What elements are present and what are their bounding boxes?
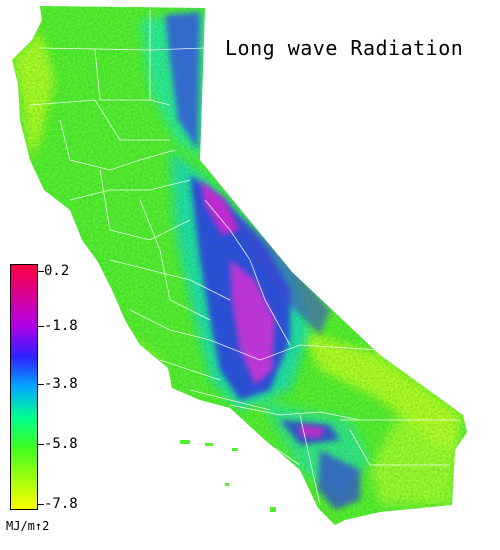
legend-tick-mark <box>38 384 44 385</box>
legend-tick-label: -1.8 <box>44 318 78 334</box>
map-title: Long wave Radiation <box>225 36 464 60</box>
legend-tick-label: -7.8 <box>44 496 78 512</box>
legend-tick-mark <box>38 326 44 327</box>
legend-tick-mark <box>38 504 44 505</box>
legend-tick-label: 0.2 <box>44 263 70 279</box>
legend-tick-label: -5.8 <box>44 436 78 452</box>
legend-tick-label: -3.8 <box>44 376 78 392</box>
legend-tick-mark <box>38 444 44 445</box>
channel-islands <box>180 440 276 512</box>
legend-unit: MJ/m↑2 <box>6 519 50 533</box>
county-lines <box>29 10 460 506</box>
legend-colorbar <box>10 264 38 510</box>
legend-tick-mark <box>38 271 44 272</box>
